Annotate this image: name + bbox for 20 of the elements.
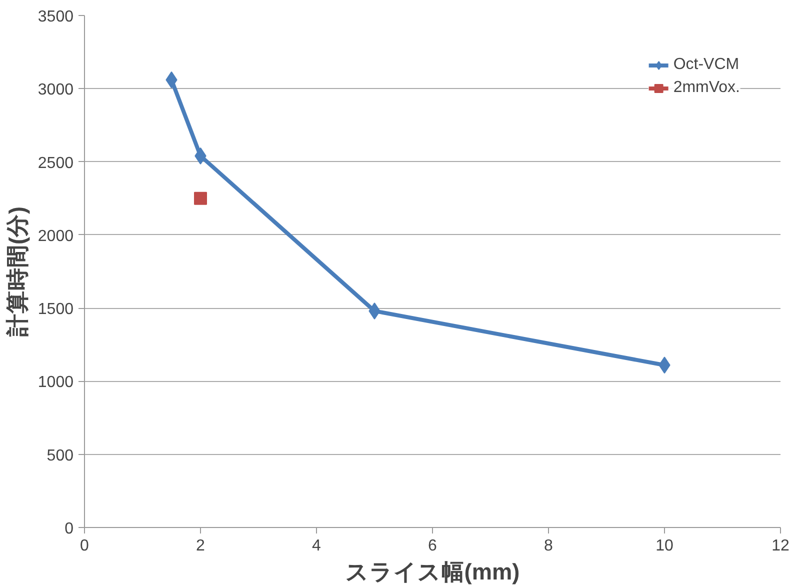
y-tick-label: 2000 — [38, 228, 74, 245]
x-tick-label: 2 — [196, 538, 206, 554]
x-tick-label: 10 — [656, 538, 674, 554]
x-axis-title: スライス幅(mm) — [345, 558, 520, 584]
x-tick-label: 8 — [544, 538, 554, 554]
y-tick-label: 3000 — [38, 82, 74, 99]
y-tick-label: 0 — [64, 520, 74, 538]
x-tick-label: 4 — [312, 538, 322, 554]
x-tick-label: 6 — [428, 538, 438, 554]
point — [194, 192, 207, 205]
legend-label: 2mmVox. — [673, 79, 740, 97]
legend-label: Oct-VCM — [673, 56, 740, 74]
x-tick-label: 0 — [80, 538, 90, 554]
y-tick-label: 3500 — [38, 8, 74, 26]
y-axis-title: 計算時間(分) — [4, 206, 30, 338]
y-tick-label: 1000 — [38, 374, 74, 392]
x-tick-label: 12 — [772, 538, 790, 554]
y-tick-label: 2500 — [38, 154, 74, 172]
y-tick-label: 500 — [46, 447, 74, 464]
y-tick-label: 1500 — [38, 301, 74, 318]
